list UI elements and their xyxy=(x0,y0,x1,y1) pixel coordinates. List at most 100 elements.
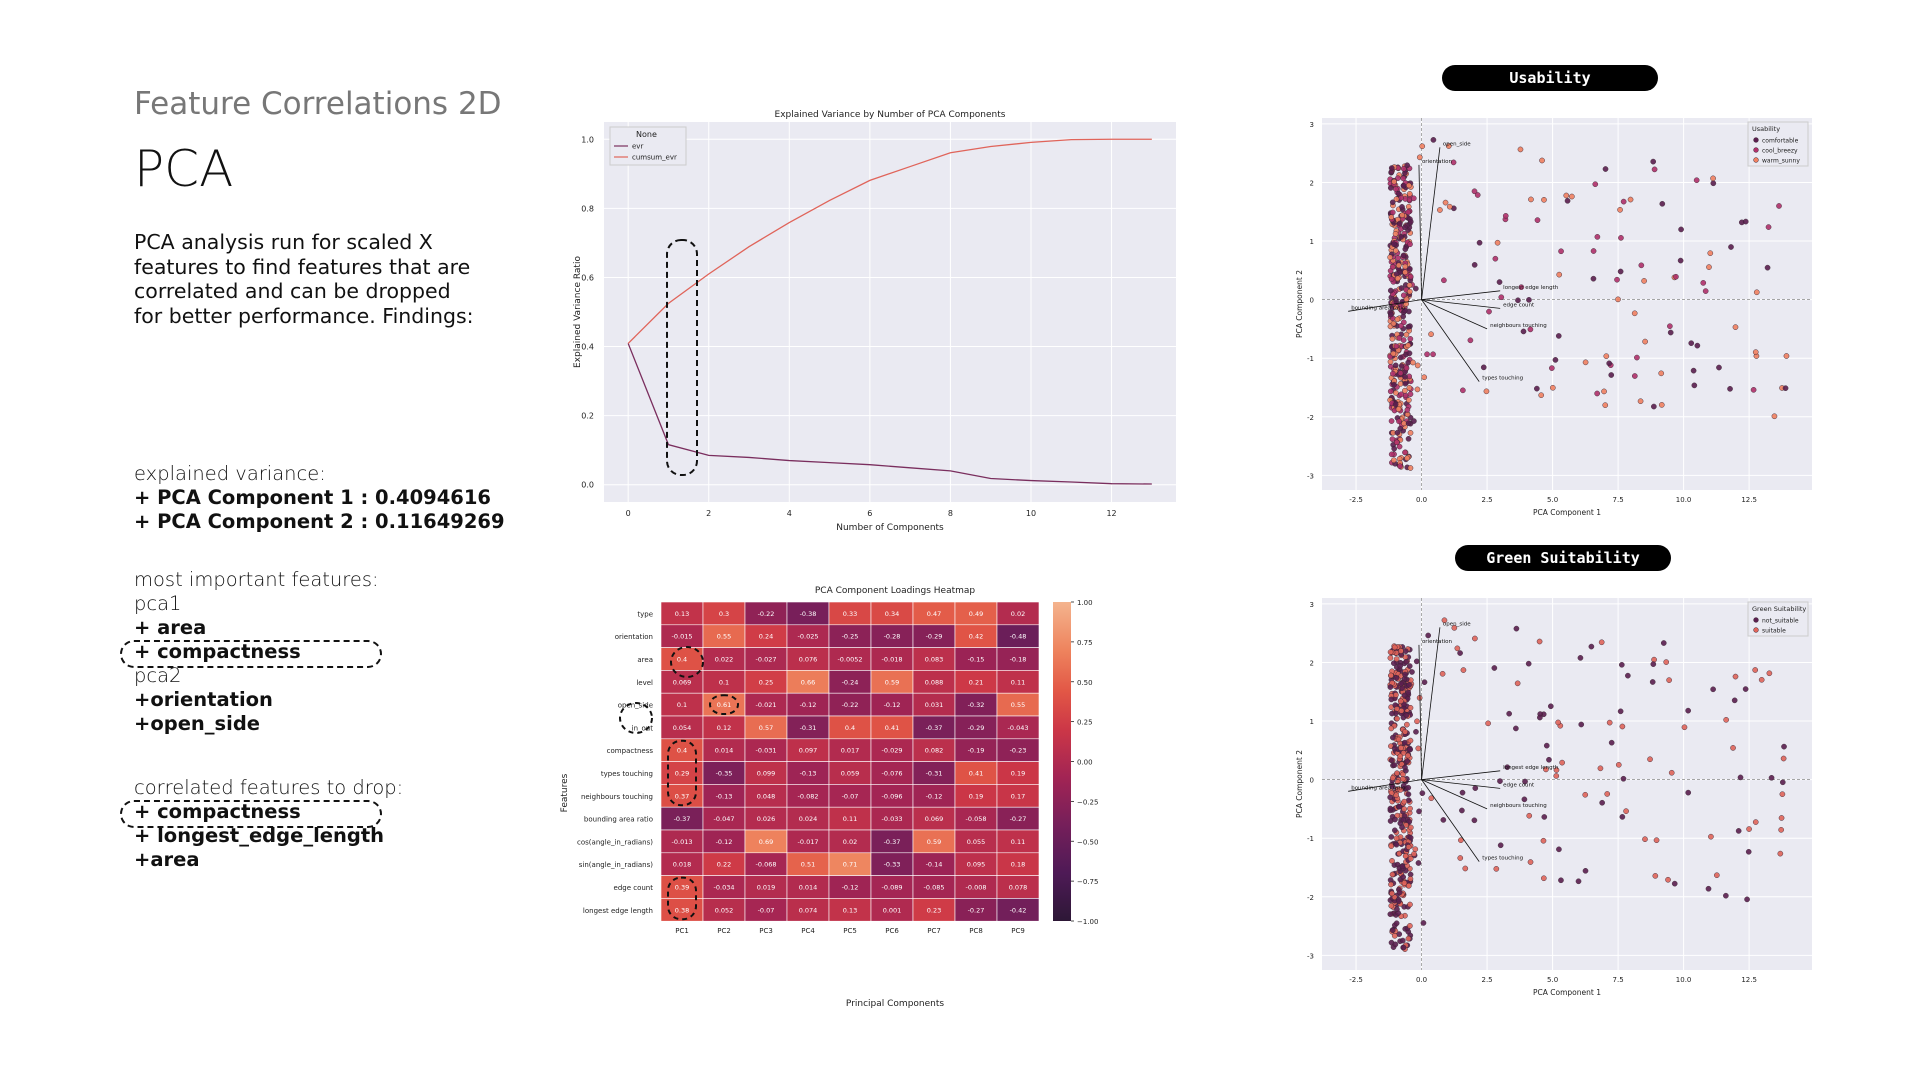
x-tick-label: 8 xyxy=(948,509,953,518)
important-features-section: most important features: pca1 + area + c… xyxy=(134,568,379,736)
scatter-point xyxy=(1391,745,1398,752)
explained-variance-chart: 0 2 4 6 8 10 12 0.0 0.2 0.4 0.6 0.8 1.0 Explained Va… xyxy=(573,110,1176,533)
scatter-point xyxy=(1723,892,1729,899)
heatmap-cell-value: -0.37 xyxy=(926,724,943,732)
scatter-point xyxy=(1393,920,1400,927)
evr-series-line xyxy=(627,343,1152,485)
heatmap-cell-value: 0.47 xyxy=(927,610,941,618)
scatter-point xyxy=(1388,672,1394,679)
loading-label: bounding area ratio xyxy=(1351,305,1406,311)
scatter-point xyxy=(1752,667,1759,673)
scatter-point xyxy=(1710,180,1717,187)
scatter-point xyxy=(1513,625,1520,632)
colorbar-tick-label: −0.25 xyxy=(1077,798,1098,806)
scatter-point xyxy=(1393,835,1400,842)
scatter-point xyxy=(1617,206,1623,213)
scatter-point xyxy=(1402,246,1409,253)
colorbar-tick-label: −1.00 xyxy=(1077,918,1098,926)
loading-arrow xyxy=(1421,779,1501,789)
drop-features-section: correlated features to drop: + compactne… xyxy=(134,776,403,872)
colorbar-tick-label: 1.00 xyxy=(1077,599,1093,607)
scatter-point xyxy=(1412,846,1419,853)
scatter-point xyxy=(1602,166,1609,172)
x-tick-label: 2 xyxy=(706,509,711,518)
scatter-point xyxy=(1397,370,1404,376)
scatter-point xyxy=(1623,808,1629,814)
scatter-point xyxy=(1394,316,1401,323)
scatter-ylabel: PCA Component 2 xyxy=(1295,750,1304,818)
scatter-point xyxy=(1513,725,1519,732)
heatmap-cell-value: 0.014 xyxy=(715,747,734,755)
heatmap-cell-value: 0.66 xyxy=(801,678,815,686)
scatter-point xyxy=(1627,196,1634,203)
heatmap-cell-value: 0.18 xyxy=(1011,861,1025,869)
heatmap-cell-value: 0.61 xyxy=(717,701,731,709)
scatter-point xyxy=(1391,445,1398,452)
scatter-point xyxy=(1497,842,1504,849)
scatter-point xyxy=(1598,639,1605,646)
scatter-point xyxy=(1462,865,1469,872)
scatter-point xyxy=(1782,385,1789,392)
scatter-point xyxy=(1390,734,1396,741)
heatmap-cell-value: 0.022 xyxy=(715,656,734,664)
scatter-point xyxy=(1401,307,1408,314)
scatter-point xyxy=(1404,721,1410,728)
scatter-point xyxy=(1437,207,1443,213)
scatter-point xyxy=(1401,806,1407,812)
findings-panel: Feature Correlations 2D PCA PCA analysis… xyxy=(0,0,540,1080)
heatmap-dashed-highlight xyxy=(667,876,697,921)
scatter-point xyxy=(1727,385,1733,392)
scatter-point xyxy=(1400,292,1407,299)
scatter-point xyxy=(1642,338,1648,345)
scatter-point xyxy=(1407,834,1414,841)
y-tick-label: 0.8 xyxy=(581,204,594,213)
heatmap-cell-value: -0.18 xyxy=(1010,656,1027,664)
scatter-point xyxy=(1710,175,1716,182)
scatter-legend-label: suitable xyxy=(1762,628,1786,635)
x-tick-label: 10 xyxy=(1026,509,1036,518)
colorbar-tick-label: 0.75 xyxy=(1077,639,1093,647)
scatter-point xyxy=(1710,686,1716,693)
scatter-point xyxy=(1393,841,1400,848)
heatmap-cell-value: -0.12 xyxy=(884,701,901,709)
scatter-legend: Green Suitability not_suitable suitable xyxy=(1747,601,1809,637)
scatter-point xyxy=(1398,707,1405,714)
scatter-point xyxy=(1494,239,1501,246)
scatter-point xyxy=(1393,439,1400,446)
heatmap-cell-value: 0.014 xyxy=(799,884,818,892)
scatter-y-tick-label: -1 xyxy=(1307,835,1314,843)
scatter-point xyxy=(1538,392,1545,399)
scatter-point xyxy=(1406,385,1413,391)
scatter-point xyxy=(1588,643,1595,650)
scatter-point xyxy=(1492,255,1499,262)
heatmap-row-label: longest edge length xyxy=(583,907,653,915)
scatter-point xyxy=(1397,425,1404,432)
scatter-point xyxy=(1556,846,1562,853)
scatter-point xyxy=(1388,881,1394,888)
scatter-x-tick-label: 0.0 xyxy=(1416,976,1427,984)
scatter-point xyxy=(1460,667,1467,673)
heatmap-col-label: PC1 xyxy=(675,927,689,935)
scatter-points xyxy=(1387,137,1790,471)
scatter-point xyxy=(1667,323,1673,330)
scatter-point xyxy=(1405,882,1412,889)
scatter-x-tick-label: 12.5 xyxy=(1741,976,1757,984)
scatter-point xyxy=(1620,198,1627,205)
scatter-point xyxy=(1390,350,1397,357)
heatmap-cell-value: -0.029 xyxy=(882,747,903,755)
scatter-point xyxy=(1395,255,1401,261)
scatter-point xyxy=(1402,373,1408,380)
scatter-point xyxy=(1398,648,1404,654)
scatter-point xyxy=(1397,753,1404,760)
scatter-point xyxy=(1652,873,1659,879)
scatter-point xyxy=(1399,212,1406,218)
heatmap-cell xyxy=(996,898,1040,922)
scatter-point xyxy=(1485,720,1491,727)
scatter-point xyxy=(1746,826,1752,832)
scatter-point xyxy=(1405,342,1412,349)
scatter-legend-marker xyxy=(1753,147,1759,153)
usability-title-pill: Usability xyxy=(1442,65,1658,91)
scatter-point xyxy=(1528,196,1534,203)
scatter-point xyxy=(1388,418,1395,424)
scatter-point xyxy=(1577,655,1584,661)
